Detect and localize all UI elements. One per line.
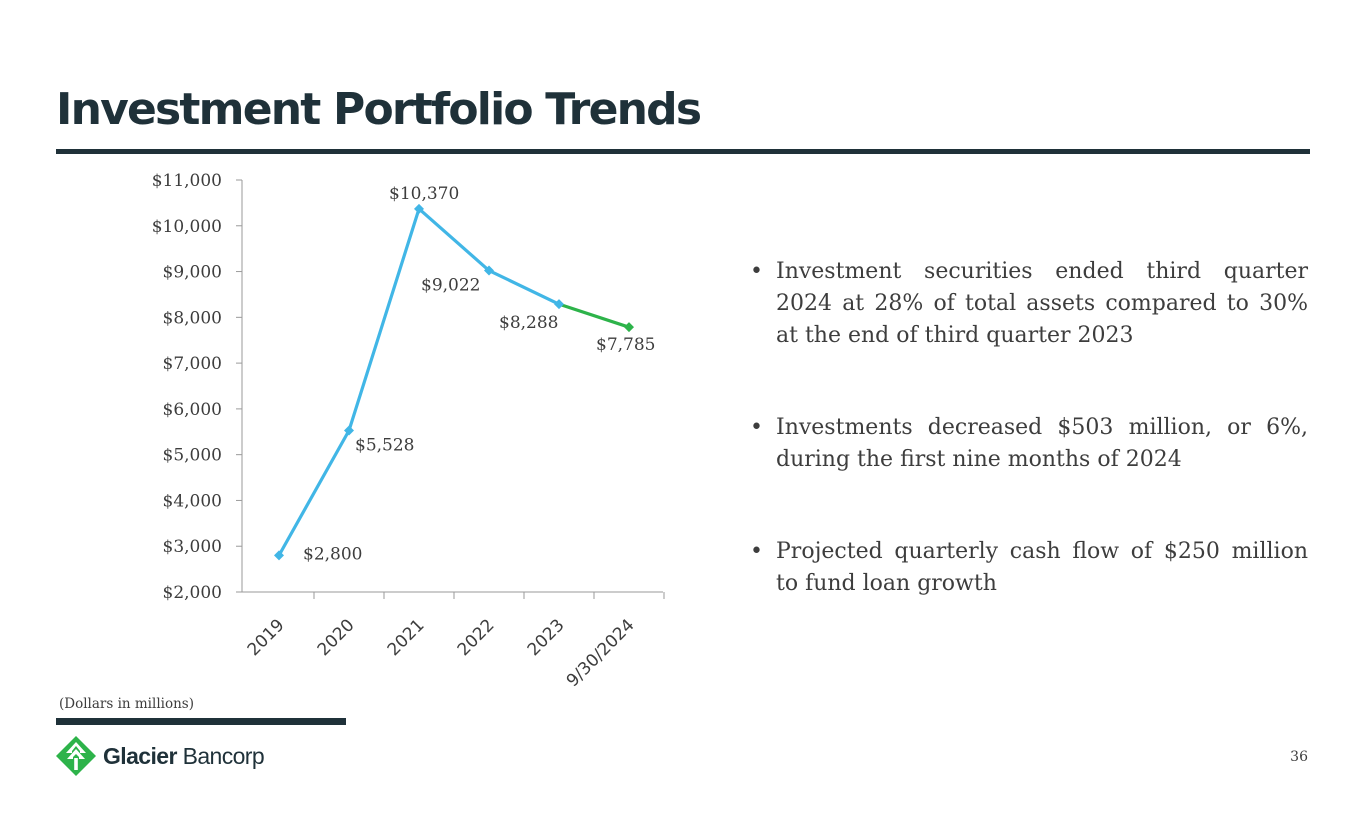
logo-name-regular: Bancorp <box>182 742 265 769</box>
y-tick-label: $7,000 <box>163 354 222 374</box>
x-tick-label: 2022 <box>454 615 499 660</box>
logo-name-bold: Glacier <box>103 742 177 769</box>
data-label: $2,800 <box>303 544 362 564</box>
data-label: $5,528 <box>355 435 414 455</box>
bullet-text: Investment securities ended third quarte… <box>776 259 1308 348</box>
y-tick-label: $9,000 <box>163 263 222 283</box>
footer-divider <box>56 718 346 725</box>
series-line-segment <box>417 207 491 273</box>
data-point-marker <box>624 322 634 333</box>
page-number: 36 <box>1290 749 1308 765</box>
bullet-text: Projected quarterly cash flow of $250 mi… <box>776 539 1308 596</box>
data-point-marker <box>554 299 564 310</box>
y-tick-label: $6,000 <box>163 400 222 420</box>
data-label: $10,370 <box>389 184 459 204</box>
x-tick-label: 9/30/2024 <box>563 615 639 691</box>
data-label: $7,785 <box>596 335 655 355</box>
x-tick-label: 2020 <box>314 615 359 660</box>
data-point-marker <box>274 550 284 561</box>
data-point-marker <box>414 203 424 214</box>
investment-line-chart: $2,000 $3,000 $4,000 $5,000 $6,000 $7,000 $8,0… <box>152 171 665 691</box>
y-tick-label: $11,000 <box>152 171 222 191</box>
data-label: $8,288 <box>499 313 558 333</box>
tree-logo-icon <box>56 736 96 776</box>
page-title: Investment Portfolio Trends <box>56 84 702 135</box>
y-tick-label: $8,000 <box>163 308 222 328</box>
data-point-marker <box>344 425 354 436</box>
title-divider <box>56 149 1310 154</box>
y-tick-label: $3,000 <box>163 537 222 557</box>
y-tick-label: $2,000 <box>163 583 222 603</box>
bullet-item: • Investment securities ended third quart… <box>750 259 1308 348</box>
bullet-item: • Projected quarterly cash flow of $250 m… <box>750 539 1308 596</box>
bullet-list: • Investment securities ended third quart… <box>750 256 1308 600</box>
series-line-segment <box>277 428 351 557</box>
x-tick-label: 2019 <box>244 615 289 660</box>
series-line-segment <box>557 302 631 329</box>
x-tick-label: 2021 <box>384 615 429 660</box>
series-line-segment <box>347 207 421 433</box>
bullet-text: Investments decreased $503 million, or 6… <box>776 415 1308 472</box>
y-tick-label: $10,000 <box>152 217 222 237</box>
series-line-segment <box>487 268 561 306</box>
bullet-item: • Investments decreased $503 million, or … <box>750 415 1308 472</box>
data-label: $9,022 <box>421 276 480 296</box>
data-point-marker <box>484 265 494 276</box>
units-note: (Dollars in millions) <box>59 696 194 712</box>
company-logo: Glacier Bancorp <box>56 736 265 776</box>
y-tick-label: $4,000 <box>163 491 222 511</box>
y-tick-label: $5,000 <box>163 446 222 466</box>
x-tick-label: 2023 <box>524 615 569 660</box>
